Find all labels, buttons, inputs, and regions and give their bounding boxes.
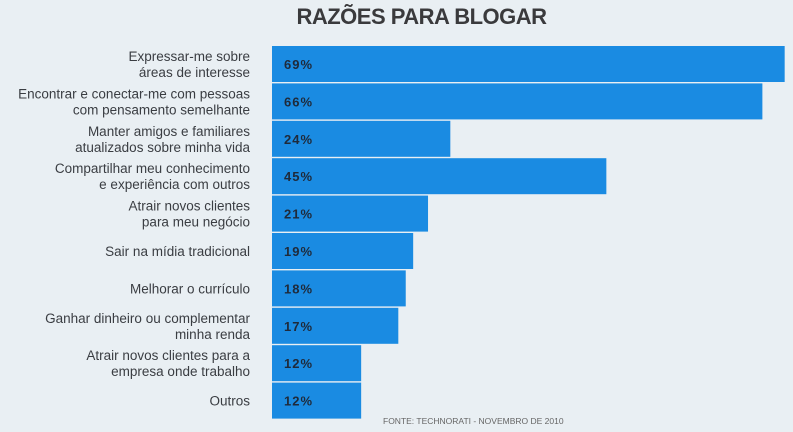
bar-value-label: 12% bbox=[284, 394, 313, 409]
category-label: Encontrar e conectar-me com pessoas bbox=[18, 86, 250, 101]
bar-4 bbox=[272, 195, 429, 232]
bar-3 bbox=[272, 158, 607, 195]
category-label: Sair na mídia tradicional bbox=[105, 244, 250, 259]
category-label: Manter amigos e familiares bbox=[88, 124, 250, 139]
bar-7 bbox=[272, 307, 399, 344]
category-label: Expressar-me sobre bbox=[128, 49, 250, 64]
bar-value-label: 24% bbox=[284, 132, 313, 147]
bar-value-label: 17% bbox=[284, 319, 313, 334]
bar-value-label: 69% bbox=[284, 57, 313, 72]
bar-2 bbox=[272, 120, 451, 157]
bar-5 bbox=[272, 233, 414, 269]
chart-title: RAZÕES PARA BLOGAR bbox=[296, 4, 547, 29]
category-label: minha renda bbox=[175, 327, 251, 342]
bar-9 bbox=[272, 382, 362, 419]
category-label: Compartilhar meu conhecimento bbox=[55, 161, 250, 176]
bar-6 bbox=[272, 270, 406, 307]
category-label: para meu negócio bbox=[142, 215, 250, 230]
category-label: com pensamento semelhante bbox=[73, 102, 250, 117]
bar-value-label: 12% bbox=[284, 356, 313, 371]
category-label: Outros bbox=[209, 394, 250, 409]
chart-source: FONTE: TECHNORATI - NOVEMBRO DE 2010 bbox=[383, 416, 564, 426]
category-label: Atrair novos clientes para a bbox=[86, 348, 250, 363]
bar-8 bbox=[272, 345, 362, 382]
bar-value-label: 66% bbox=[284, 94, 313, 109]
category-label: Ganhar dinheiro ou complementar bbox=[45, 311, 250, 326]
bar-0 bbox=[272, 46, 785, 82]
bar-value-label: 21% bbox=[284, 207, 313, 222]
category-label: Melhorar o currículo bbox=[130, 281, 250, 296]
category-label: atualizados sobre minha vida bbox=[75, 140, 250, 155]
category-label: empresa onde trabalho bbox=[111, 364, 250, 379]
bar-value-label: 18% bbox=[284, 281, 313, 296]
bar-value-label: 19% bbox=[284, 244, 313, 259]
bar-1 bbox=[272, 83, 763, 120]
category-label: áreas de interesse bbox=[139, 65, 250, 80]
bar-value-label: 45% bbox=[284, 169, 313, 184]
category-label: Atrair novos clientes bbox=[128, 199, 250, 214]
category-label: e experiência com outros bbox=[99, 177, 250, 192]
